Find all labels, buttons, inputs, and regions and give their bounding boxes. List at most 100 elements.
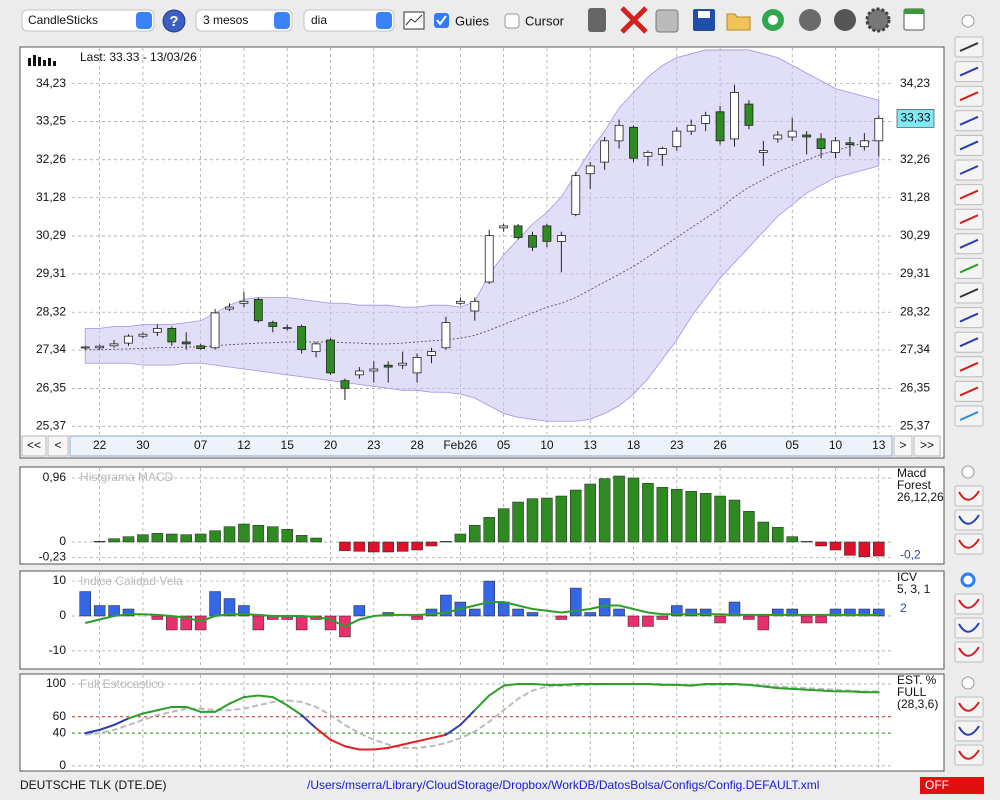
tool-button[interactable]: [954, 696, 984, 718]
radio-button[interactable]: [961, 465, 975, 479]
stochastic-segment: [805, 688, 823, 692]
y-tick-label: 26,35: [36, 381, 66, 395]
histogram-bar: [411, 615, 423, 620]
histogram-bar: [642, 483, 654, 543]
tool-button[interactable]: [954, 641, 984, 663]
histogram-bar: [497, 508, 510, 543]
trash-icon[interactable]: [588, 8, 606, 32]
tool-glyph: [959, 189, 979, 200]
euro-icon[interactable]: [834, 9, 856, 31]
y-tick-label-right: 34,23: [900, 76, 930, 90]
candle-body: [181, 341, 191, 345]
side-label: 26,12,26: [897, 490, 944, 504]
tool-glyph: [959, 312, 979, 323]
radio-button[interactable]: [961, 676, 975, 690]
histogram-bar: [166, 533, 178, 543]
candle-body: [455, 300, 465, 304]
stochastic-segment: [387, 743, 404, 749]
interval-select[interactable]: [303, 9, 395, 32]
histogram-bar: [541, 497, 553, 543]
tool-button[interactable]: [954, 744, 984, 766]
currency-icon[interactable]: [799, 9, 821, 31]
period-select[interactable]: [195, 9, 293, 32]
x-tick-label: 07: [194, 438, 208, 452]
x-tick-label: 28: [410, 438, 424, 452]
histogram-bar: [714, 495, 726, 543]
x-tick-label: 23: [670, 438, 684, 452]
histogram-bar: [728, 601, 741, 617]
bars-icon: [28, 55, 56, 66]
histogram-bar: [800, 541, 813, 543]
last-button[interactable]: [913, 435, 941, 457]
histogram-bar: [873, 608, 885, 617]
histogram-bar: [757, 521, 770, 543]
tool-button[interactable]: [954, 533, 984, 555]
first-button[interactable]: [21, 435, 47, 457]
histogram-bar: [238, 523, 250, 543]
histogram-bar: [858, 541, 871, 557]
last-value-text: 2: [900, 601, 907, 615]
y-tick-label: 25,37: [36, 418, 66, 432]
candle-body: [744, 103, 754, 126]
cursor-label: Cursor: [525, 13, 565, 28]
x-tick-label: 15: [281, 438, 295, 452]
stochastic-segment: [502, 683, 520, 687]
tool-glyph: [959, 288, 979, 298]
stochastic-segment: [791, 687, 808, 691]
help-button[interactable]: [162, 9, 186, 33]
histogram-bar: [786, 536, 798, 543]
histogram-bar: [267, 526, 279, 543]
tool-button[interactable]: [954, 593, 984, 615]
histogram-bar: [699, 493, 712, 543]
prev-button[interactable]: [47, 435, 69, 457]
side-label: ICV: [897, 570, 917, 584]
tool-button[interactable]: [954, 720, 984, 742]
histogram-bar: [570, 489, 582, 543]
print-icon[interactable]: [655, 9, 679, 33]
histogram-bar: [469, 525, 481, 543]
candle-body: [80, 346, 90, 349]
histogram-bar: [209, 530, 221, 543]
chart-type-select[interactable]: [21, 9, 155, 32]
radio-button[interactable]: [960, 572, 976, 588]
settings-icon[interactable]: [865, 7, 891, 33]
delete-icon[interactable]: [620, 6, 648, 34]
status-text: OFF: [925, 778, 949, 792]
radio-button[interactable]: [961, 14, 975, 28]
histogram-bar: [844, 608, 856, 617]
tool-button[interactable]: [954, 485, 984, 507]
tool-glyph: [958, 598, 980, 609]
last-label: Last: 33.33 - 13/03/26: [80, 50, 197, 64]
date-axis: [69, 435, 893, 457]
tool-button[interactable]: [954, 509, 984, 531]
cursor-checkbox[interactable]: [504, 13, 520, 29]
select-arrow: [376, 12, 392, 29]
histogram-bar: [79, 591, 91, 617]
symbol: DEUTSCHE TLK (DTE.DE): [20, 778, 166, 792]
candle-body: [311, 343, 321, 353]
candle-body: [859, 140, 869, 148]
candle-body: [398, 362, 408, 366]
histogram-bar: [137, 534, 149, 543]
histogram-bar: [108, 538, 120, 543]
side-label: 5, 3, 1: [897, 582, 931, 596]
y-tick-label-right: 30,29: [900, 228, 930, 242]
tool-button[interactable]: [954, 617, 984, 639]
tool-glyph: [959, 115, 979, 126]
histogram-bar: [555, 495, 568, 543]
config-path[interactable]: /Users/mserra/Library/CloudStorage/Dropb…: [307, 778, 819, 792]
candle-body: [441, 322, 451, 349]
histogram-bar: [728, 499, 741, 543]
next-button[interactable]: [893, 435, 913, 457]
x-tick-label: 30: [136, 438, 150, 452]
candle-body: [427, 351, 436, 356]
stochastic-segment: [747, 683, 765, 688]
candle-body: [730, 92, 739, 140]
open-icon[interactable]: [726, 13, 751, 31]
chart-icon[interactable]: [403, 11, 425, 30]
histogram-bar: [382, 541, 394, 553]
refresh-inner: [768, 15, 778, 25]
histogram-bar: [627, 477, 640, 543]
candle-body: [556, 235, 566, 242]
histogram-bar: [295, 615, 308, 631]
